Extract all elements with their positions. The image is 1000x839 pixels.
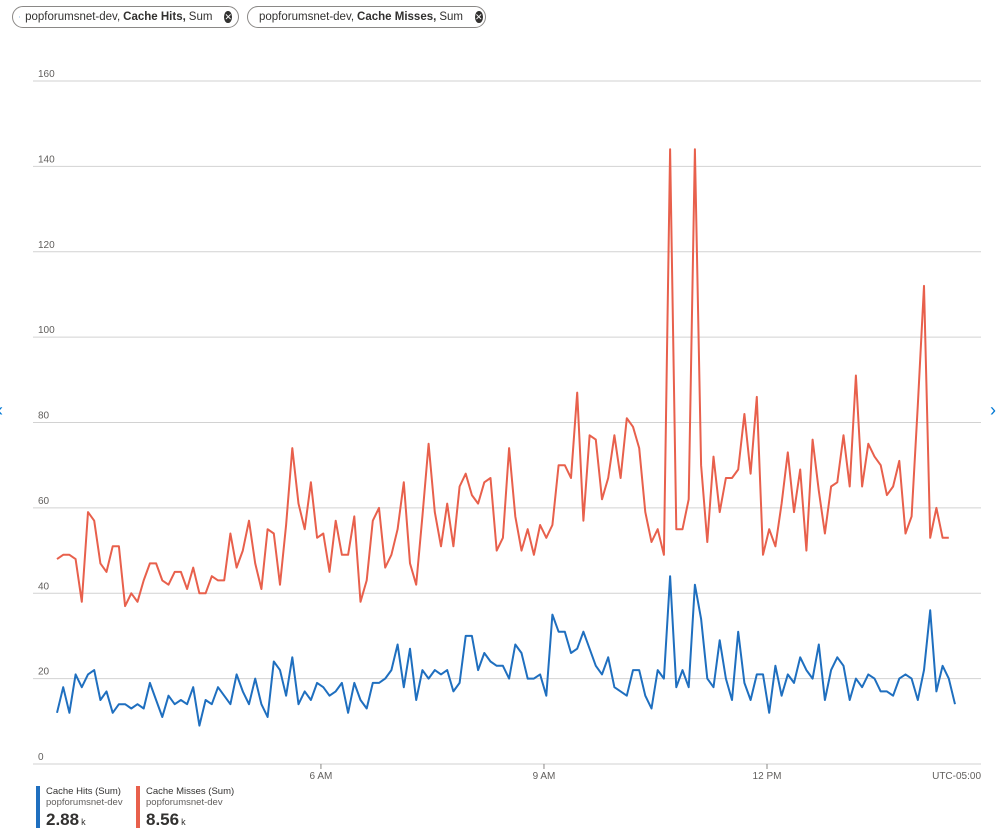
y-tick-label: 0: [38, 752, 44, 763]
y-axis-ticks: 0 20 40 60 80 100 120 140 160: [38, 69, 55, 763]
y-tick-label: 160: [38, 69, 55, 80]
metric-pill-cache-misses[interactable]: popforumsnet-dev, Cache Misses, Sum ✕: [247, 6, 486, 28]
x-tick-label: 12 PM: [753, 771, 782, 782]
metric-pill-cache-hits[interactable]: popforumsnet-dev, Cache Hits, Sum ✕: [12, 6, 239, 28]
pill-metric: Cache Hits,: [123, 11, 186, 23]
y-tick-label: 40: [38, 581, 50, 592]
legend-color-swatch: [136, 786, 140, 828]
legend-total-unit: k: [181, 817, 186, 827]
legend-total: 8.56 k: [146, 809, 234, 833]
pill-resource: popforumsnet-dev,: [259, 11, 355, 23]
pill-resource: popforumsnet-dev,: [25, 11, 121, 23]
legend-total-unit: k: [81, 817, 86, 827]
y-tick-label: 20: [38, 667, 50, 678]
x-tick-label: 6 AM: [310, 771, 333, 782]
series-lines: [56, 148, 956, 727]
y-tick-label: 140: [38, 154, 55, 165]
legend-resource: popforumsnet-dev: [46, 797, 123, 808]
x-tick-label: 9 AM: [533, 771, 556, 782]
x-axis-ticks: 6 AM 9 AM 12 PM: [310, 764, 782, 782]
y-tick-label: 120: [38, 240, 55, 251]
legend-total: 2.88 k: [46, 809, 123, 833]
pill-aggregation: Sum: [439, 11, 463, 23]
legend-resource: popforumsnet-dev: [146, 797, 223, 808]
legend-item-cache-hits[interactable]: Cache Hits (Sum) popforumsnet-dev 2.88 k: [36, 786, 123, 833]
remove-metric-icon[interactable]: ✕: [474, 11, 483, 23]
series-line-cache-misses[interactable]: [56, 148, 949, 608]
legend-item-cache-misses[interactable]: Cache Misses (Sum) popforumsnet-dev 8.56…: [136, 786, 234, 833]
y-tick-label: 80: [38, 411, 50, 422]
timezone-label: UTC-05:00: [932, 771, 981, 782]
pill-aggregation: Sum: [188, 11, 213, 23]
legend-series-name: Cache Hits (Sum): [46, 786, 121, 797]
chevron-right-icon[interactable]: ›: [990, 400, 996, 420]
legend-total-value: 8.56: [146, 810, 180, 829]
pill-metric: Cache Misses,: [357, 11, 437, 23]
legend-series-name: Cache Misses (Sum): [146, 786, 235, 797]
legend-color-swatch: [36, 786, 40, 828]
remove-metric-icon[interactable]: ✕: [224, 11, 232, 23]
y-tick-label: 60: [38, 496, 50, 507]
chevron-left-icon[interactable]: ‹: [0, 400, 3, 421]
cache-resource-icon: [19, 16, 21, 18]
legend-total-value: 2.88: [46, 810, 80, 829]
y-tick-label: 100: [38, 325, 55, 336]
series-line-cache-hits[interactable]: [56, 575, 956, 727]
grid-lines: [33, 80, 981, 765]
